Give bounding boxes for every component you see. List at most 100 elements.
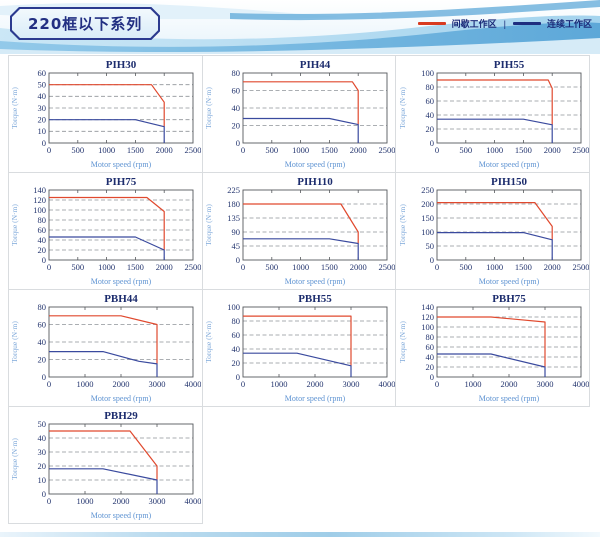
chart-cell-pbh29: PBH29 0 1000 2000 3000 4000 0 10 20 30 40 50 Motor s…	[8, 406, 203, 524]
svg-text:1500: 1500	[515, 262, 532, 272]
svg-text:150: 150	[421, 213, 434, 223]
svg-text:60: 60	[231, 330, 240, 340]
svg-text:1500: 1500	[321, 262, 338, 272]
svg-text:1000: 1000	[77, 496, 94, 506]
svg-text:Motor speed (rpm): Motor speed (rpm)	[285, 277, 346, 286]
svg-text:0: 0	[241, 145, 245, 155]
svg-text:3000: 3000	[536, 379, 553, 389]
svg-text:0: 0	[47, 145, 51, 155]
svg-text:PIH55: PIH55	[493, 59, 524, 71]
svg-text:0: 0	[236, 255, 240, 265]
svg-text:3000: 3000	[149, 379, 166, 389]
svg-text:20: 20	[38, 354, 47, 364]
svg-text:Torque (N·m): Torque (N·m)	[204, 204, 213, 246]
svg-text:Torque (N·m): Torque (N·m)	[10, 321, 19, 363]
chart-cell-pih44: PIH44 0 500 1000 1500 2000 2500 0 20 40 60 80 Motor …	[201, 55, 397, 173]
svg-text:0: 0	[42, 255, 46, 265]
svg-text:80: 80	[38, 302, 47, 312]
svg-text:0: 0	[241, 262, 245, 272]
chart-cell-pbh55: PBH55 0 1000 2000 3000 4000 0 20 40 60 80 100 Motor …	[201, 289, 397, 407]
svg-text:2500: 2500	[572, 145, 589, 155]
svg-text:Motor speed (rpm): Motor speed (rpm)	[91, 511, 152, 520]
svg-text:4000: 4000	[185, 379, 202, 389]
svg-text:40: 40	[425, 352, 434, 362]
svg-text:40: 40	[231, 103, 240, 113]
svg-text:Torque (N·m): Torque (N·m)	[204, 87, 213, 129]
svg-text:PBH55: PBH55	[298, 293, 332, 305]
svg-text:20: 20	[38, 245, 47, 255]
svg-text:500: 500	[265, 145, 278, 155]
svg-text:60: 60	[425, 96, 434, 106]
chart-cell-pih110: PIH110 0 500 1000 1500 2000 2500 0 45 90 135 180 225…	[201, 172, 397, 290]
svg-text:100: 100	[421, 68, 434, 78]
svg-text:500: 500	[72, 262, 85, 272]
svg-text:100: 100	[34, 205, 47, 215]
svg-text:80: 80	[231, 316, 240, 326]
svg-text:PBH44: PBH44	[105, 293, 139, 305]
svg-text:0: 0	[42, 372, 46, 382]
svg-text:1000: 1000	[270, 379, 287, 389]
svg-text:3000: 3000	[342, 379, 359, 389]
svg-text:Torque (N·m): Torque (N·m)	[10, 438, 19, 480]
svg-text:60: 60	[231, 85, 240, 95]
charts-row-1: PIH30 0 500 1000 1500 2000 2500 0 10 20 30 40 50 60 Mo…	[8, 55, 592, 173]
svg-text:2000: 2000	[156, 145, 173, 155]
chart-cell-pih55: PIH55 0 500 1000 1500 2000 2500 0 20 40 60 80 100 Mot…	[395, 55, 590, 173]
svg-text:20: 20	[231, 358, 240, 368]
svg-text:100: 100	[421, 227, 434, 237]
svg-text:40: 40	[38, 91, 47, 101]
empty-cell	[395, 406, 590, 524]
svg-text:1000: 1000	[486, 262, 503, 272]
svg-text:Torque (N·m): Torque (N·m)	[204, 321, 213, 363]
svg-text:0: 0	[42, 489, 46, 499]
wave-decoration	[0, 0, 600, 54]
svg-text:500: 500	[459, 145, 472, 155]
svg-text:2000: 2000	[350, 145, 367, 155]
svg-text:20: 20	[231, 120, 240, 130]
svg-text:0: 0	[236, 138, 240, 148]
page-title-box: 220框以下系列	[10, 7, 160, 40]
svg-text:1000: 1000	[292, 262, 309, 272]
svg-text:30: 30	[38, 447, 47, 457]
svg-text:80: 80	[38, 215, 47, 225]
svg-text:Motor speed (rpm): Motor speed (rpm)	[91, 277, 152, 286]
svg-text:2500: 2500	[572, 262, 589, 272]
svg-text:2000: 2000	[306, 379, 323, 389]
svg-text:1500: 1500	[127, 145, 144, 155]
svg-text:180: 180	[227, 199, 240, 209]
svg-text:PIH75: PIH75	[106, 176, 137, 188]
svg-text:Motor speed (rpm): Motor speed (rpm)	[91, 160, 152, 169]
svg-text:0: 0	[435, 145, 439, 155]
svg-text:40: 40	[425, 110, 434, 120]
empty-cell	[202, 406, 397, 524]
svg-text:Torque (N·m): Torque (N·m)	[398, 321, 407, 363]
charts-row-4: PBH29 0 1000 2000 3000 4000 0 10 20 30 40 50 Motor s…	[8, 406, 592, 524]
legend-label-continuous: 连续工作区	[546, 19, 592, 29]
svg-text:1000: 1000	[292, 145, 309, 155]
svg-text:60: 60	[425, 342, 434, 352]
svg-text:Torque (N·m): Torque (N·m)	[398, 204, 407, 246]
svg-text:0: 0	[47, 262, 51, 272]
svg-text:0: 0	[47, 379, 51, 389]
legend-label-intermittent: 间歇工作区	[451, 19, 497, 29]
svg-text:PBH75: PBH75	[492, 293, 526, 305]
svg-text:2000: 2000	[113, 379, 130, 389]
svg-text:PIH150: PIH150	[491, 176, 528, 188]
svg-text:135: 135	[227, 213, 240, 223]
footer-strip	[0, 532, 600, 537]
svg-text:120: 120	[421, 312, 434, 322]
svg-text:100: 100	[421, 322, 434, 332]
svg-text:40: 40	[231, 344, 240, 354]
svg-text:45: 45	[231, 241, 240, 251]
svg-text:2000: 2000	[113, 496, 130, 506]
svg-text:0: 0	[42, 138, 46, 148]
svg-text:10: 10	[38, 126, 47, 136]
charts-row-2: PIH75 0 500 1000 1500 2000 2500 0 20 40 60 80 100 120…	[8, 172, 592, 290]
svg-text:Motor speed (rpm): Motor speed (rpm)	[478, 160, 539, 169]
chart-cell-pih75: PIH75 0 500 1000 1500 2000 2500 0 20 40 60 80 100 120…	[8, 172, 203, 290]
svg-text:250: 250	[421, 185, 434, 195]
svg-text:1000: 1000	[98, 145, 115, 155]
svg-text:90: 90	[231, 227, 240, 237]
svg-text:4000: 4000	[572, 379, 589, 389]
charts-grid: PIH30 0 500 1000 1500 2000 2500 0 10 20 30 40 50 60 Mo…	[8, 55, 592, 524]
